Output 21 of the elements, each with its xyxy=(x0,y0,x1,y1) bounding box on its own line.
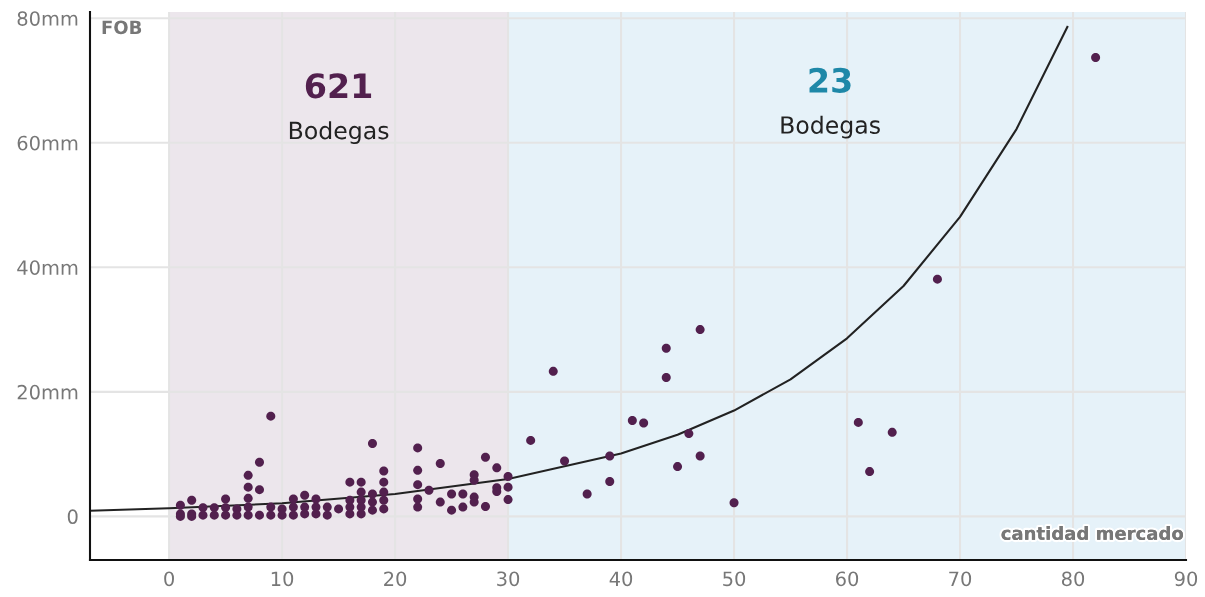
annotation: Bodegas xyxy=(781,115,880,139)
x-tick-label: 10 xyxy=(271,571,294,587)
x-tick-label: 70 xyxy=(949,571,972,587)
x-tick-label: 30 xyxy=(497,571,520,587)
annotation: Bodegas xyxy=(289,121,389,144)
x-axis-title: cantidad mercado xyxy=(1001,526,1184,541)
x-tick-label: 60 xyxy=(836,571,859,587)
x-tick-label: 0 xyxy=(164,571,174,587)
y-tick-label: 40mm xyxy=(17,260,78,275)
y-tick-label: 0 xyxy=(67,509,78,525)
annotation: 23 xyxy=(809,67,851,93)
x-tick-label: 20 xyxy=(384,571,407,587)
x-tick-label: 80 xyxy=(1061,571,1085,587)
x-tick-label: 40 xyxy=(609,571,633,587)
y-tick-label: 80mm xyxy=(17,11,78,26)
y-axis-title: FOB xyxy=(102,20,142,35)
y-tick-label: 20mm xyxy=(17,384,78,400)
y-tick-label: 60mm xyxy=(17,135,78,151)
x-tick-label: 50 xyxy=(723,571,746,587)
x-tick-label: 90 xyxy=(1174,571,1198,587)
annotation: 621 xyxy=(305,73,372,99)
